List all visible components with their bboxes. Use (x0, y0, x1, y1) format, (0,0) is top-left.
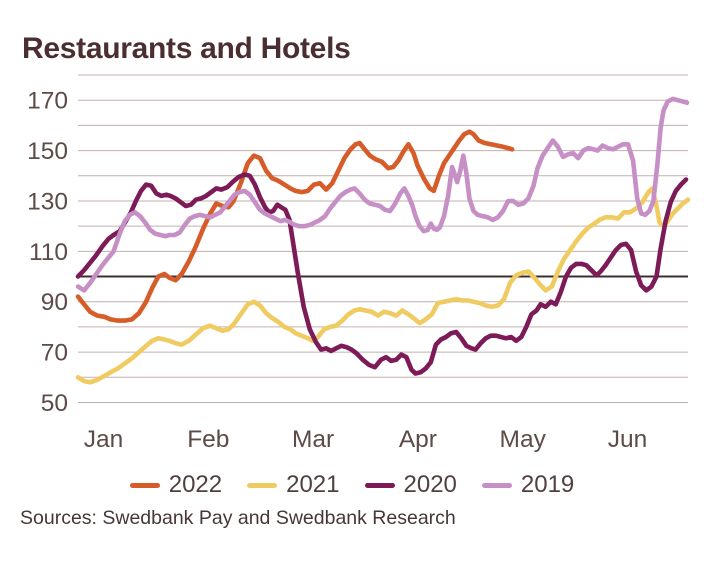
series-line-2022 (75, 129, 515, 323)
y-tick-label-50: 50 (41, 390, 68, 417)
y-tick-label-170: 170 (27, 88, 68, 115)
series-line-2019 (75, 96, 690, 293)
y-tick-label-70: 70 (41, 340, 68, 367)
legend-label-2019: 2019 (520, 471, 575, 498)
x-tick-label-apr: Apr (399, 426, 437, 453)
legend-item-2022: 2022 (129, 471, 223, 499)
legend-swatch-2021 (247, 482, 278, 488)
x-tick-label-jun: Jun (608, 426, 648, 453)
x-tick-label-jan: Jan (84, 426, 124, 453)
legend-swatch-2022 (129, 482, 160, 488)
legend-item-2021: 2021 (247, 471, 340, 499)
y-tick-label-90: 90 (41, 289, 68, 316)
legend-item-2020: 2020 (364, 471, 457, 499)
series-line-2020 (75, 172, 689, 376)
legend-swatch-2020 (364, 482, 395, 488)
x-tick-label-may: May (500, 426, 547, 453)
chart-legend: 2022 2021 2020 2019 (0, 471, 704, 499)
y-tick-label-130: 130 (27, 188, 68, 215)
source-note: Sources: Swedbank Pay and Swedbank Resea… (20, 507, 456, 529)
legend-swatch-2019 (481, 482, 512, 488)
x-tick-label-feb: Feb (187, 426, 229, 453)
legend-item-2019: 2019 (481, 471, 575, 499)
y-tick-label-110: 110 (29, 239, 68, 266)
chart-title: Restaurants and Hotels (22, 32, 351, 66)
legend-label-2020: 2020 (403, 471, 457, 498)
legend-label-2022: 2022 (168, 471, 223, 498)
legend-label-2021: 2021 (286, 471, 340, 498)
x-tick-label-mar: Mar (292, 426, 334, 453)
series-line-2021 (75, 186, 691, 385)
y-tick-label-150: 150 (27, 138, 68, 165)
